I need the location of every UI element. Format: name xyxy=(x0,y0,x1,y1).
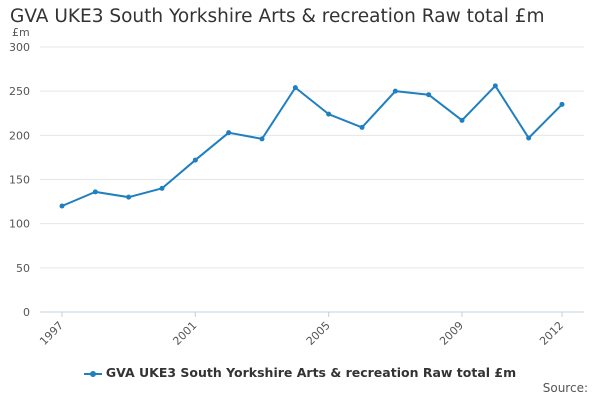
data-point[interactable] xyxy=(92,189,98,195)
data-point[interactable] xyxy=(492,83,498,89)
y-tick-label: 200 xyxy=(9,129,30,142)
data-point[interactable] xyxy=(392,88,398,94)
x-tick-label: 2005 xyxy=(304,319,333,348)
data-point[interactable] xyxy=(459,117,465,123)
legend-line-symbol xyxy=(83,369,102,379)
data-point[interactable] xyxy=(192,157,198,163)
data-point[interactable] xyxy=(359,124,365,130)
y-axis-label: £m xyxy=(12,26,30,39)
x-axis: 1997 2001 2005 2009 2012 xyxy=(37,311,584,348)
x-tick-label: 2009 xyxy=(437,319,466,348)
data-point[interactable] xyxy=(159,185,165,191)
y-tick-label: 100 xyxy=(9,218,30,231)
chart-title: GVA UKE3 South Yorkshire Arts & recreati… xyxy=(10,6,545,27)
y-tick-label: 50 xyxy=(16,262,30,275)
series-line xyxy=(61,84,563,207)
y-tick-label: 250 xyxy=(9,85,30,98)
y-tick-label: 0 xyxy=(23,306,30,319)
data-point[interactable] xyxy=(259,136,265,142)
data-point[interactable] xyxy=(126,194,132,200)
data-point[interactable] xyxy=(526,135,532,141)
legend[interactable]: GVA UKE3 South Yorkshire Arts & recreati… xyxy=(0,365,600,380)
x-tick-label: 2001 xyxy=(170,319,199,348)
data-point[interactable] xyxy=(59,203,65,209)
y-tick-label: 150 xyxy=(9,174,30,187)
y-axis-ticks: 0 50 100 150 200 250 300 xyxy=(9,41,30,319)
gridlines xyxy=(40,46,584,269)
y-tick-label: 300 xyxy=(9,41,30,54)
legend-marker xyxy=(89,370,96,377)
source-label: Source: xyxy=(542,381,588,395)
legend-label: GVA UKE3 South Yorkshire Arts & recreati… xyxy=(105,365,517,380)
x-tick-label: 2012 xyxy=(537,319,566,348)
series-group xyxy=(59,83,565,209)
data-point[interactable] xyxy=(292,85,298,91)
x-tick-label: 1997 xyxy=(37,319,66,348)
data-point[interactable] xyxy=(426,92,432,98)
data-point[interactable] xyxy=(326,111,332,117)
data-point[interactable] xyxy=(226,130,232,136)
data-point[interactable] xyxy=(559,101,565,107)
